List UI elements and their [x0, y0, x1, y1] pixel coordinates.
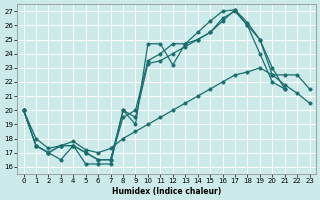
X-axis label: Humidex (Indice chaleur): Humidex (Indice chaleur): [112, 187, 221, 196]
